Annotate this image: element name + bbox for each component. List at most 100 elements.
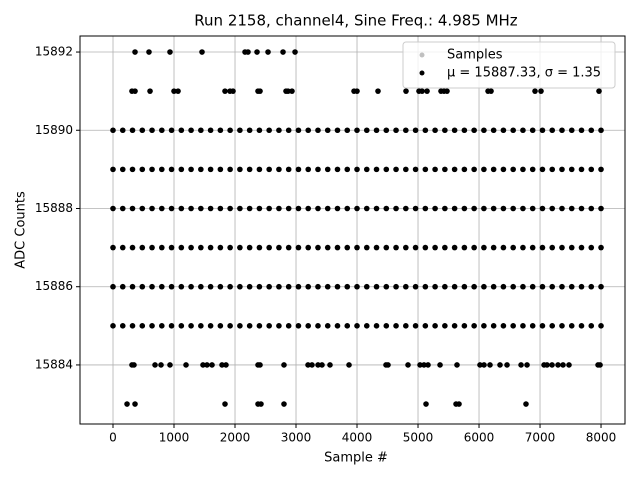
sample-point	[305, 205, 312, 212]
sample-point	[171, 88, 177, 94]
sample-point	[490, 323, 497, 329]
sample-point	[568, 323, 575, 329]
sample-point	[451, 244, 458, 251]
sample-point	[227, 244, 233, 251]
sample-point	[188, 283, 194, 290]
sample-point	[237, 323, 243, 329]
sample-point	[549, 205, 556, 212]
sample-point	[315, 283, 321, 290]
sample-point	[256, 166, 263, 173]
sample-point	[412, 244, 419, 251]
sample-point	[481, 166, 487, 173]
sample-point	[432, 205, 438, 212]
sample-point	[461, 127, 468, 134]
sample-point	[568, 166, 575, 173]
sample-point	[305, 166, 312, 173]
sample-point	[315, 127, 321, 134]
sample-point	[237, 283, 243, 290]
sample-point	[257, 362, 263, 368]
sample-point	[131, 362, 137, 368]
sample-point	[490, 283, 497, 290]
sample-point	[597, 362, 603, 368]
sample-point	[363, 283, 370, 290]
sample-point	[461, 244, 468, 251]
sample-point	[549, 166, 556, 173]
sample-point	[383, 205, 390, 212]
sample-point	[451, 205, 458, 212]
sample-point	[363, 244, 370, 251]
sample-point	[539, 244, 546, 251]
sample-point	[539, 283, 546, 290]
sample-point	[437, 362, 443, 368]
sample-point	[559, 166, 565, 173]
sample-point	[188, 205, 194, 212]
sample-point	[578, 205, 585, 212]
sample-point	[500, 283, 507, 290]
sample-point	[481, 323, 487, 329]
sample-point	[168, 244, 175, 251]
sample-point	[373, 323, 380, 329]
sample-point	[309, 362, 315, 368]
sample-point	[324, 244, 331, 251]
sample-point	[276, 205, 282, 212]
sample-point	[132, 49, 138, 55]
sample-point	[471, 127, 477, 134]
sample-point	[132, 88, 138, 94]
sample-point	[422, 283, 429, 290]
sample-point	[204, 362, 210, 368]
sample-point	[199, 49, 205, 55]
sample-point	[217, 127, 224, 134]
sample-point	[119, 205, 126, 212]
sample-point	[188, 166, 194, 173]
sample-point	[393, 166, 399, 173]
sample-point	[529, 244, 536, 251]
chart-title: Run 2158, channel4, Sine Freq.: 4.985 MH…	[194, 12, 518, 30]
sample-point	[520, 323, 526, 329]
x-tick-label: 0	[109, 431, 117, 445]
sample-point	[256, 283, 263, 290]
sample-point	[149, 244, 155, 251]
sample-point	[168, 166, 175, 173]
sample-point	[422, 127, 429, 134]
sample-point	[523, 401, 529, 407]
sample-point	[178, 283, 185, 290]
sample-point	[175, 88, 181, 94]
sample-point	[471, 244, 477, 251]
sample-point	[442, 205, 448, 212]
sample-point	[217, 205, 224, 212]
x-axis-label: Sample #	[324, 451, 388, 466]
sample-point	[510, 205, 516, 212]
sample-point	[222, 401, 228, 407]
sample-point	[285, 88, 291, 94]
sample-point	[568, 283, 575, 290]
sample-point	[598, 323, 604, 329]
sample-point	[124, 401, 130, 407]
sample-point	[280, 49, 286, 55]
sample-point	[539, 323, 546, 329]
sample-point	[461, 166, 468, 173]
sample-point	[598, 205, 604, 212]
sample-point	[129, 205, 136, 212]
sample-point	[403, 283, 409, 290]
sample-point	[373, 205, 380, 212]
sample-point	[256, 127, 263, 134]
sample-point	[258, 401, 264, 407]
sample-point	[344, 166, 351, 173]
sample-point	[520, 166, 526, 173]
sample-point	[405, 362, 411, 368]
sample-point	[481, 362, 487, 368]
sample-point	[383, 323, 390, 329]
sample-point	[207, 244, 214, 251]
sample-point	[432, 166, 438, 173]
sample-point	[110, 283, 116, 290]
sample-point	[119, 323, 126, 329]
sample-point	[276, 323, 282, 329]
sample-point	[532, 88, 538, 94]
sample-point	[363, 127, 370, 134]
sample-point	[588, 205, 595, 212]
sample-point	[344, 244, 351, 251]
sample-point	[207, 205, 214, 212]
sample-point	[451, 127, 458, 134]
sample-point	[344, 323, 351, 329]
